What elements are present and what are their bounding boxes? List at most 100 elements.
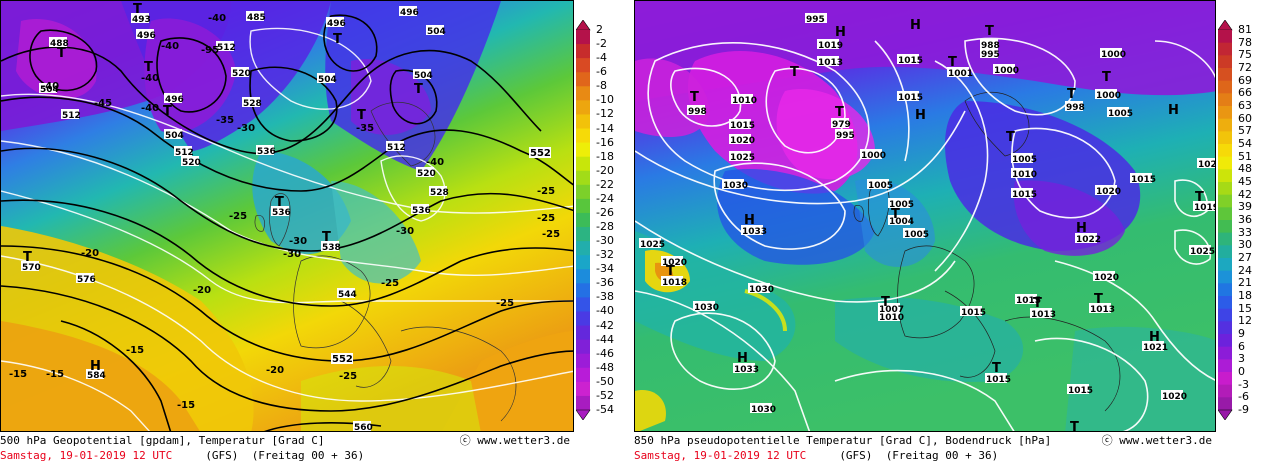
svg-text:T: T — [57, 46, 66, 61]
svg-text:1020: 1020 — [1198, 160, 1216, 170]
svg-text:1013: 1013 — [1031, 310, 1056, 320]
svg-text:536: 536 — [257, 147, 276, 157]
temperature-scale-swatch — [576, 227, 590, 242]
theta-e-scale-swatch — [1218, 270, 1232, 284]
theta-e-scale-tick-label: 33 — [1238, 225, 1252, 239]
right-map-caption: 850 hPa pseudopotentielle Temperatur [Gr… — [634, 433, 1216, 465]
theta-e-scale-swatch — [1218, 207, 1232, 221]
svg-text:1000: 1000 — [994, 66, 1019, 76]
svg-text:1020: 1020 — [1094, 273, 1119, 283]
pseudopotential-map-graphic: 995 1019 1013 1015 1001 1000 1000 998 10… — [635, 1, 1216, 431]
svg-text:552: 552 — [530, 148, 551, 159]
theta-e-scale-swatch — [1218, 372, 1232, 386]
temperature-scale-swatch — [576, 297, 590, 312]
theta-e-scale-tick-label: 69 — [1238, 73, 1252, 87]
svg-text:536: 536 — [412, 206, 431, 216]
theta-e-scale-tick-label: 15 — [1238, 301, 1252, 315]
svg-text:T: T — [891, 207, 900, 222]
theta-e-scale-swatch — [1218, 68, 1232, 82]
temperature-scale-tick-label: -6 — [596, 65, 607, 79]
theta-e-scale-tick-label: 6 — [1238, 339, 1245, 353]
theta-e-scale-swatch — [1218, 220, 1232, 234]
svg-text:584: 584 — [87, 371, 106, 381]
svg-text:1019: 1019 — [1194, 203, 1216, 213]
svg-text:538: 538 — [322, 243, 341, 253]
svg-text:1015: 1015 — [730, 121, 755, 131]
theta-e-scale-tick-label: 0 — [1238, 365, 1245, 378]
temperature-scale-swatch — [576, 100, 590, 115]
theta-e-scale-tick-label: 27 — [1238, 251, 1252, 264]
svg-text:-20: -20 — [193, 285, 211, 296]
svg-text:1005: 1005 — [889, 200, 914, 210]
svg-text:504: 504 — [165, 131, 184, 141]
right-map-title: 850 hPa pseudopotentielle Temperatur [Gr… — [634, 434, 1052, 447]
svg-text:504: 504 — [40, 85, 59, 95]
temperature-scale-tick-label: -10 — [596, 93, 614, 107]
svg-text:T: T — [357, 108, 366, 123]
svg-text:485: 485 — [247, 13, 266, 23]
svg-text:T: T — [1102, 70, 1111, 85]
svg-text:998: 998 — [688, 107, 707, 117]
svg-text:1010: 1010 — [1012, 170, 1037, 180]
svg-text:-35: -35 — [216, 115, 234, 126]
theta-e-scale-bottom-arrow — [1218, 409, 1233, 420]
svg-text:528: 528 — [430, 188, 449, 198]
theta-e-scale-tick-label: 24 — [1238, 263, 1252, 277]
temperature-scale-top-arrow — [576, 20, 591, 31]
left-map-model: (GFS) — [205, 449, 239, 462]
temperature-scale-tick-label: -50 — [596, 374, 614, 388]
svg-text:-30: -30 — [283, 249, 301, 260]
svg-text:-20: -20 — [266, 365, 284, 376]
svg-text:T: T — [1067, 87, 1076, 102]
temperature-scale-swatch — [576, 128, 590, 144]
temperature-scale-tick-label: -24 — [596, 191, 614, 205]
theta-e-scale-tick-label: 3 — [1238, 352, 1245, 366]
svg-text:T: T — [666, 264, 675, 279]
theta-e-scale-tick-label: 21 — [1238, 276, 1252, 290]
theta-e-scale-swatch — [1218, 182, 1232, 196]
svg-text:-95: -95 — [201, 45, 219, 56]
svg-text:512: 512 — [175, 148, 194, 158]
svg-text:T: T — [1006, 130, 1015, 145]
svg-text:T: T — [23, 250, 32, 265]
theta-e-scale-swatch — [1218, 80, 1232, 94]
svg-text:1025: 1025 — [730, 153, 755, 163]
left-map-run: (Freitag 00 + 36) — [251, 449, 365, 462]
svg-text:1005: 1005 — [1012, 155, 1037, 165]
svg-text:1030: 1030 — [749, 285, 774, 295]
temperature-scale-swatch — [576, 184, 590, 200]
svg-text:T: T — [835, 105, 844, 120]
theta-e-scale-swatch — [1218, 346, 1232, 360]
temperature-scale-tick-label: -48 — [596, 360, 614, 374]
temperature-scale-tick-label: -20 — [596, 163, 614, 177]
temperature-scale-tick-label: -40 — [596, 304, 614, 318]
theta-e-scale-tick-label: -3 — [1238, 377, 1249, 391]
temperature-scale-tick-label: -30 — [596, 234, 614, 248]
svg-text:496: 496 — [400, 8, 419, 18]
svg-text:-25: -25 — [229, 211, 247, 222]
svg-text:-40: -40 — [208, 13, 226, 24]
svg-text:T: T — [322, 230, 331, 245]
svg-text:520: 520 — [232, 69, 251, 79]
theta-e-color-scale: 81 78 75 72 69 66 63 60 57 54 51 48 45 42 39 36 33 30 27 24… — [1218, 20, 1278, 420]
temperature-scale-tick-label: -2 — [596, 37, 607, 51]
svg-text:H: H — [915, 108, 926, 123]
theta-e-scale-tick-label: 72 — [1238, 61, 1252, 74]
svg-text:1020: 1020 — [662, 258, 687, 268]
temperature-scale-tick-label: -36 — [596, 276, 614, 290]
svg-text:H: H — [90, 359, 101, 374]
theta-e-scale-tick-label: 78 — [1238, 35, 1252, 49]
svg-text:1020: 1020 — [1096, 187, 1121, 197]
svg-text:995: 995 — [981, 50, 1000, 60]
svg-text:-45: -45 — [94, 98, 112, 109]
theta-e-scale-swatch — [1218, 30, 1232, 44]
left-map-credit[interactable]: ⓒ www.wetter3.de — [459, 434, 570, 447]
right-map-credit[interactable]: ⓒ www.wetter3.de — [1101, 434, 1212, 447]
temperature-scale-tick-label: -38 — [596, 290, 614, 304]
svg-text:995: 995 — [836, 131, 855, 141]
temperature-scale-tick-label: -22 — [596, 177, 614, 191]
svg-text:576: 576 — [77, 275, 96, 285]
theta-e-scale-swatch — [1218, 308, 1232, 322]
temperature-scale-tick-label: -28 — [596, 220, 614, 234]
right-map-model: (GFS) — [839, 449, 873, 462]
